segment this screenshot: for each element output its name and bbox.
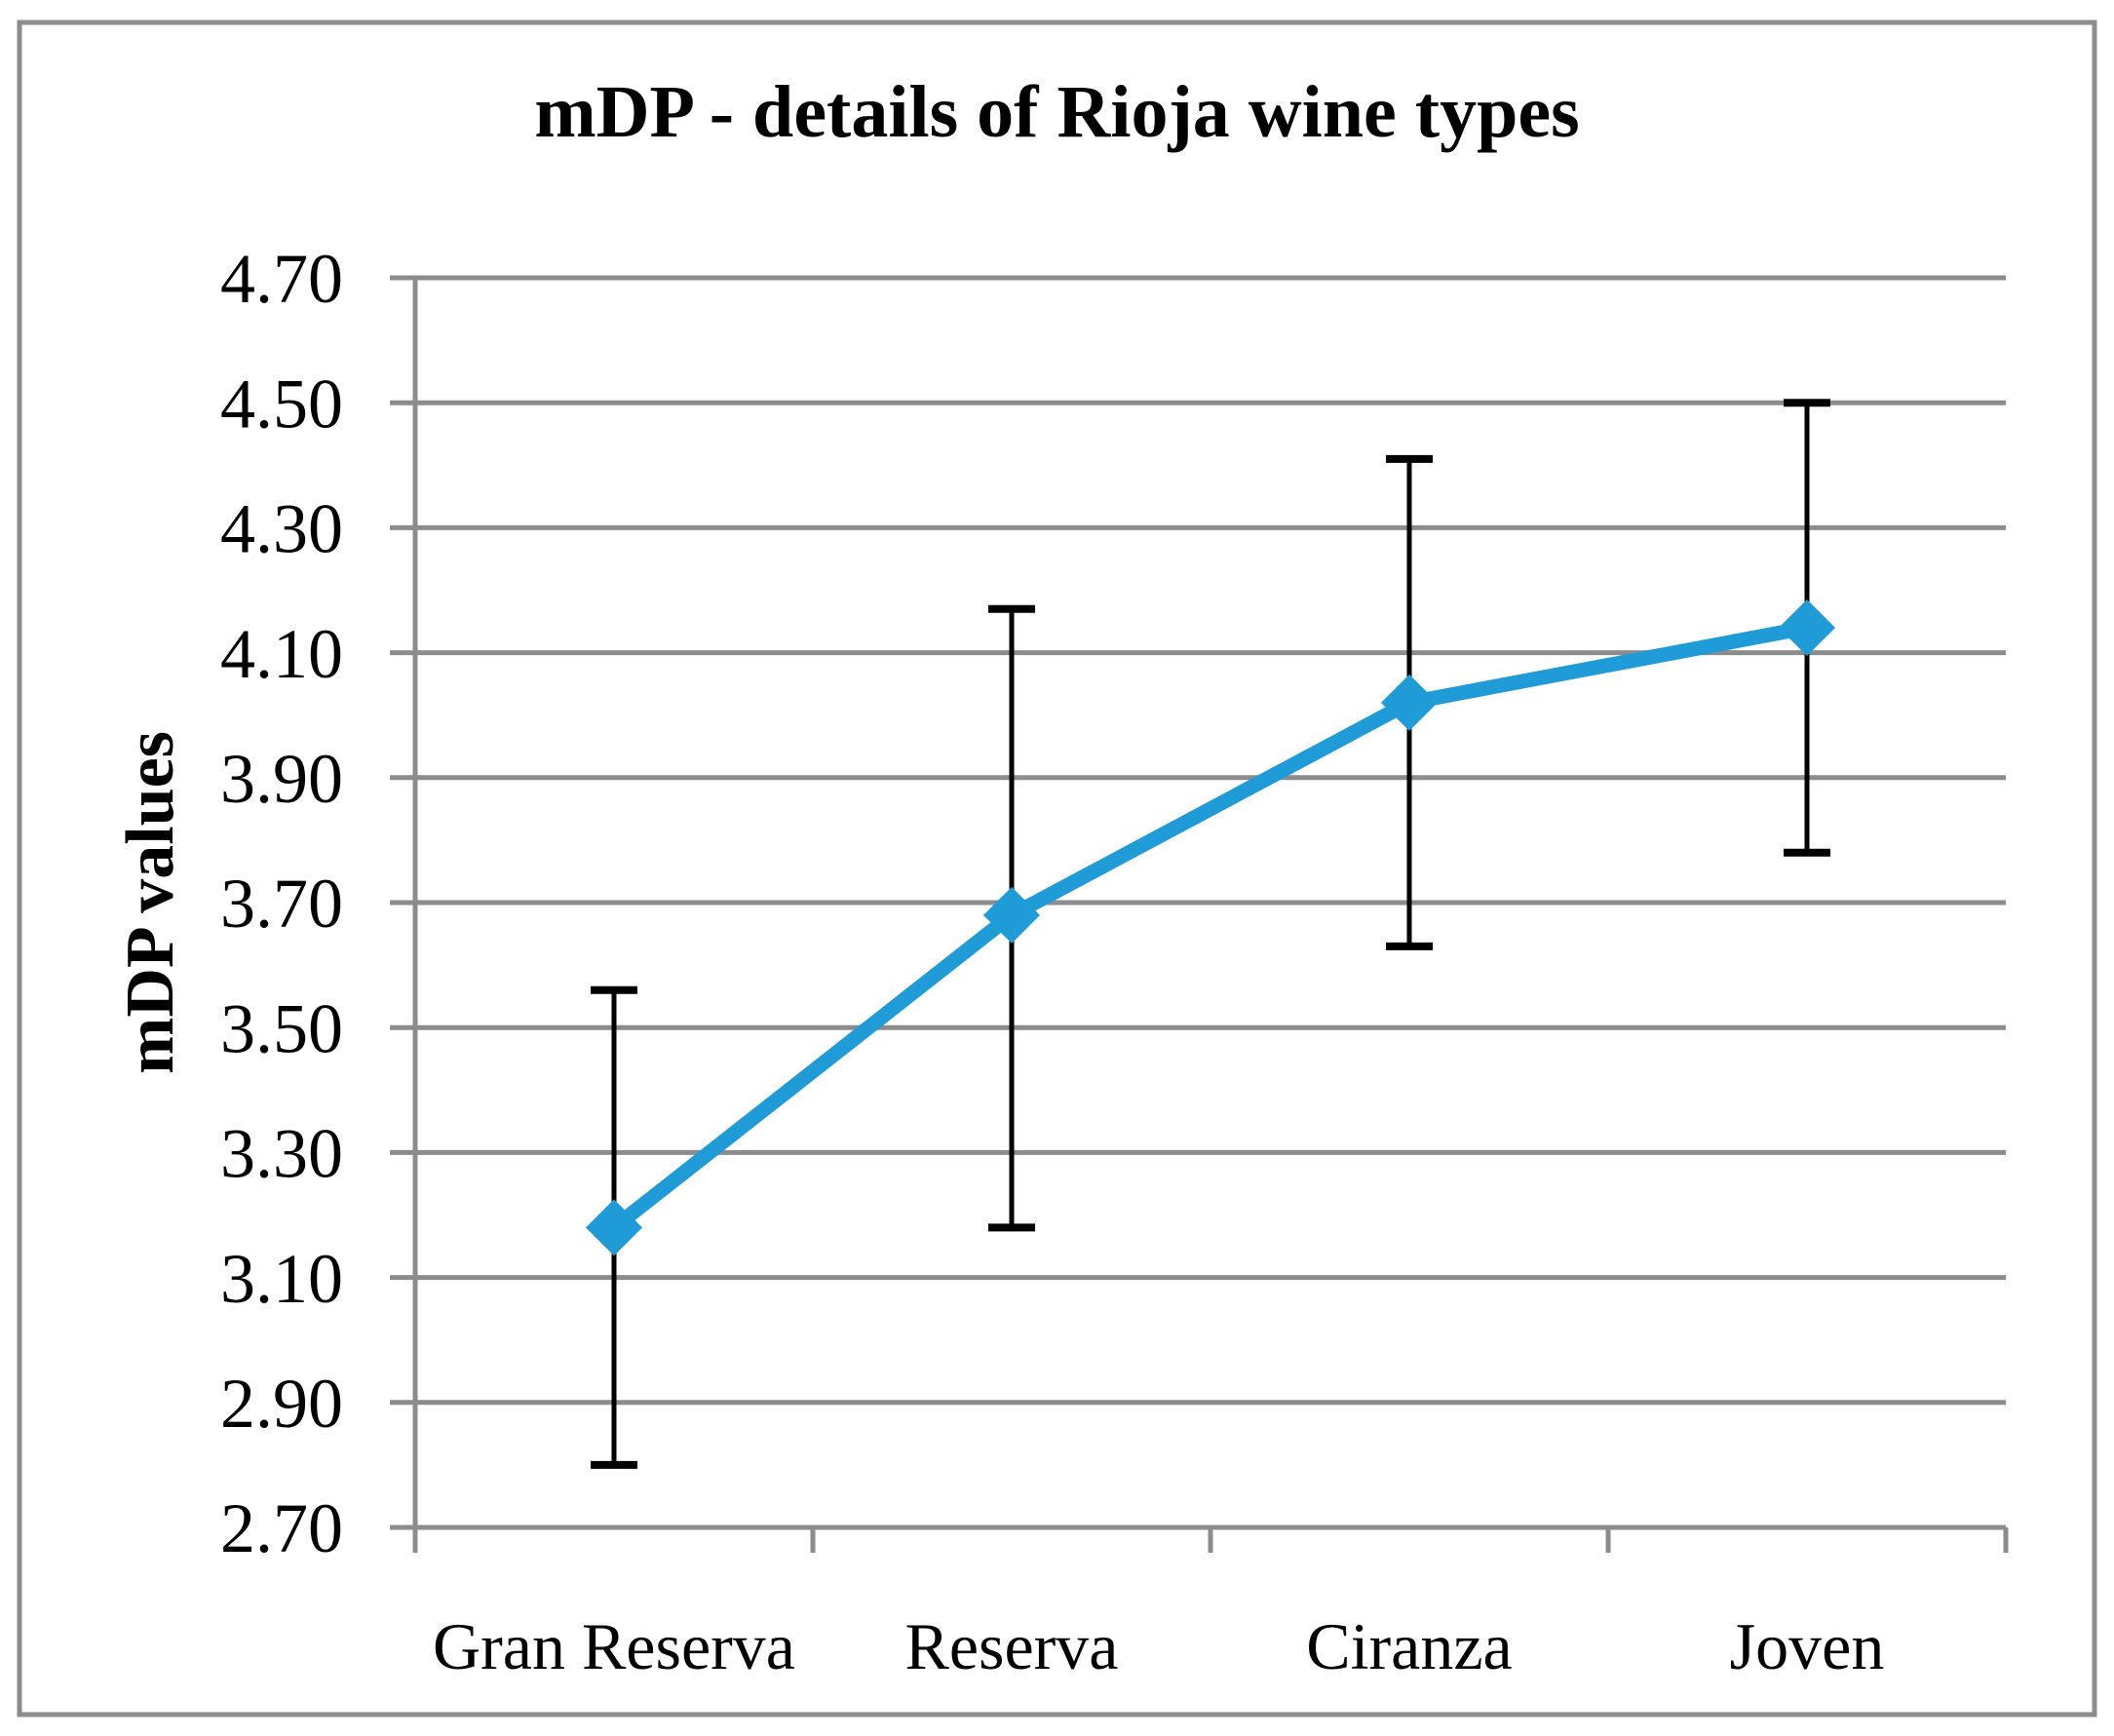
data-line	[606, 620, 1815, 1235]
y-axis-tick-label: 3.90	[220, 740, 343, 818]
category-label: Reserva	[904, 1609, 1118, 1683]
y-axis-tick-label: 3.10	[220, 1240, 343, 1318]
category-label: Joven	[1730, 1609, 1885, 1683]
y-axis-tick-label: 3.30	[220, 1115, 343, 1193]
y-axis-tick-label: 3.50	[220, 989, 343, 1067]
chart-title: mDP - details of Rioja wine types	[534, 71, 1580, 153]
y-axis-tick-label: 4.70	[220, 240, 343, 318]
y-axis-tick-label: 4.30	[220, 490, 343, 568]
y-axis-tick-label: 2.70	[220, 1489, 343, 1567]
data-point-marker	[1779, 598, 1835, 656]
y-axis-tick-label: 4.50	[220, 365, 343, 443]
data-point-marker	[586, 1199, 642, 1256]
data-point-marker	[983, 886, 1040, 944]
category-label: Gran Reserva	[433, 1609, 795, 1683]
data-point-marker	[1381, 674, 1438, 731]
category-label: Ciranza	[1306, 1609, 1512, 1683]
y-axis-tick-label: 4.10	[220, 615, 343, 693]
page-border	[17, 19, 2097, 1717]
y-axis-tick-label: 2.90	[220, 1365, 343, 1443]
y-axis-tick-label: 3.70	[220, 865, 343, 943]
